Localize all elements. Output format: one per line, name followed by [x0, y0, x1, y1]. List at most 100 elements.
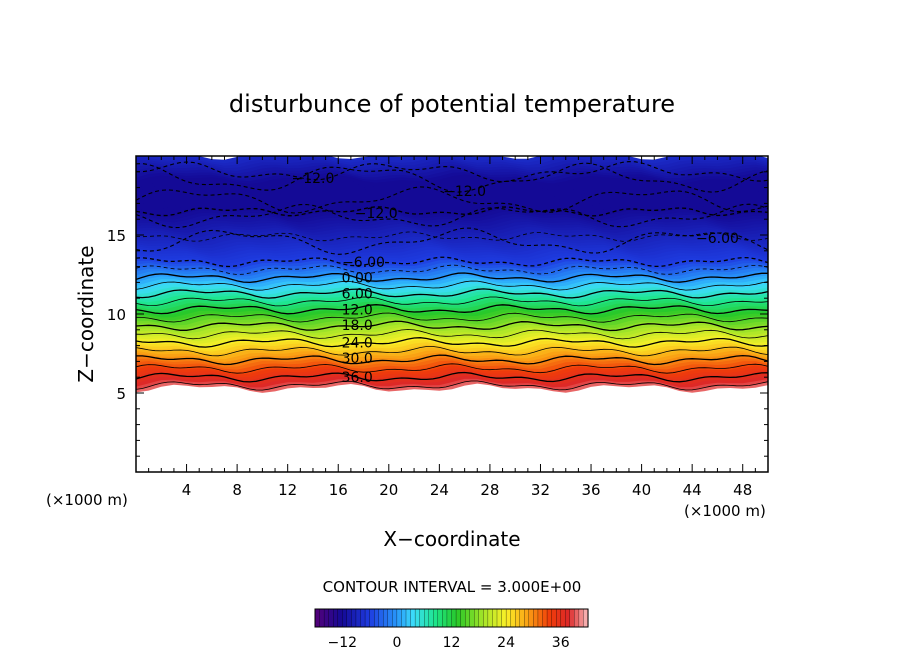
contour-line: [136, 304, 768, 315]
x-tick-label: 36: [581, 481, 600, 499]
contour-line: [136, 162, 768, 193]
contour-line: [136, 288, 768, 299]
contour-label: 0.00: [342, 271, 373, 287]
colorbar-cell: [496, 608, 503, 628]
contour-line: [136, 380, 768, 391]
contour-band: [136, 171, 768, 184]
colorbar-cell: [424, 608, 430, 628]
colorbar-cell: [474, 608, 480, 628]
contour-line: [136, 272, 768, 284]
colorbar-cell: [492, 608, 498, 628]
colorbar-cell: [396, 608, 402, 628]
contour-band: [136, 378, 768, 391]
colorbar-cell: [373, 608, 380, 628]
colorbar-tick-label: 12: [443, 635, 461, 651]
colorbar-cell: [314, 608, 321, 628]
contour-line: [136, 186, 768, 214]
contour-band: [136, 372, 768, 386]
contour-interval-text: CONTOUR INTERVAL = 3.000E+00: [323, 578, 582, 596]
colorbar-cell: [364, 608, 371, 628]
colorbar-cell: [569, 608, 575, 628]
contour-label: −6.00: [696, 231, 739, 247]
contour-line: [136, 206, 768, 217]
colorbar-cell: [410, 608, 416, 628]
contour-line: [136, 346, 768, 357]
contour-line: [136, 231, 768, 242]
contour-label: 24.0: [342, 335, 373, 351]
colorbar-cell: [378, 608, 384, 628]
x-tick-label: 48: [733, 481, 752, 499]
contour-band: [136, 303, 768, 316]
colorbar-tick-label: −12: [328, 635, 358, 651]
contour-band: [136, 192, 768, 205]
x-tick-label: 28: [480, 481, 499, 499]
colorbar-cell: [556, 608, 562, 628]
colorbar-cell: [446, 608, 453, 628]
contour-lines: [136, 161, 768, 391]
colorbar-cell: [333, 608, 339, 628]
colorbar-cell: [487, 608, 493, 628]
colorbar-cell: [501, 608, 507, 628]
contour-band: [136, 243, 768, 257]
contour-line: [136, 296, 768, 307]
contour-label: −12.0: [355, 206, 398, 222]
x-tick-label: 44: [683, 481, 702, 499]
contour-label: −6.00: [342, 255, 385, 271]
contour-line: [136, 329, 768, 340]
contour-line: [136, 161, 768, 183]
contour-band: [136, 228, 768, 241]
colorbar-cell: [524, 608, 530, 628]
colorbar: [314, 608, 589, 628]
contour-band: [136, 166, 768, 179]
contour-band: [136, 290, 768, 303]
contour-band: [136, 200, 768, 213]
colorbar-tick-label: 0: [392, 635, 401, 651]
contour-label: 30.0: [342, 351, 373, 367]
contour-band: [136, 364, 768, 378]
colorbar-cell: [537, 608, 544, 628]
contour-line: [136, 256, 768, 268]
colorbar-cell: [455, 608, 462, 628]
colorbar-cell: [515, 608, 521, 628]
contour-label: −12.0: [292, 171, 335, 187]
contour-band: [136, 204, 768, 218]
colorbar-cell: [483, 608, 489, 628]
colorbar-cell: [560, 608, 566, 628]
contour-band: [136, 333, 768, 347]
colorbar-tick-label: 36: [552, 635, 570, 651]
contour-band: [136, 282, 768, 295]
colorbar-cell: [392, 608, 398, 628]
contour-label: 6.00: [342, 286, 373, 302]
colorbar-cell: [337, 608, 343, 628]
plot-area: [136, 156, 768, 393]
contour-band: [136, 261, 768, 275]
contour-line: [136, 371, 768, 383]
contour-band: [136, 359, 768, 373]
y-axis-ticks: 5 10 15: [107, 171, 768, 457]
contour-line: [136, 280, 768, 291]
x-axis-unit-left: (×1000 m): [46, 491, 128, 509]
colorbar-cell: [542, 608, 548, 628]
contour-band: [136, 370, 768, 383]
colorbar-cell: [323, 608, 330, 628]
x-axis-unit-right: (×1000 m): [684, 502, 766, 520]
contour-label: 36.0: [342, 370, 373, 386]
x-tick-label: 4: [182, 481, 192, 499]
contour-band: [136, 202, 768, 215]
x-axis-label: X−coordinate: [383, 527, 520, 551]
y-tick-label: 5: [116, 385, 126, 403]
contour-band: [136, 300, 768, 313]
contour-band: [136, 264, 768, 277]
contour-band: [136, 266, 768, 280]
colorbar-cell: [519, 608, 525, 628]
colorbar-cell: [360, 608, 366, 628]
colorbar-cell: [428, 608, 434, 628]
contour-line: [136, 320, 768, 332]
colorbar-tick-labels: −12 0 12 24 36: [328, 635, 570, 651]
contour-band: [136, 341, 768, 355]
x-axis-ticks: 4 8 12 16 20 24 28 32 36 40 44 48: [148, 156, 756, 499]
contour-line: [136, 337, 768, 348]
x-tick-label: 32: [531, 481, 550, 499]
contour-label: 12.0: [342, 302, 373, 318]
contour-band: [136, 246, 768, 259]
